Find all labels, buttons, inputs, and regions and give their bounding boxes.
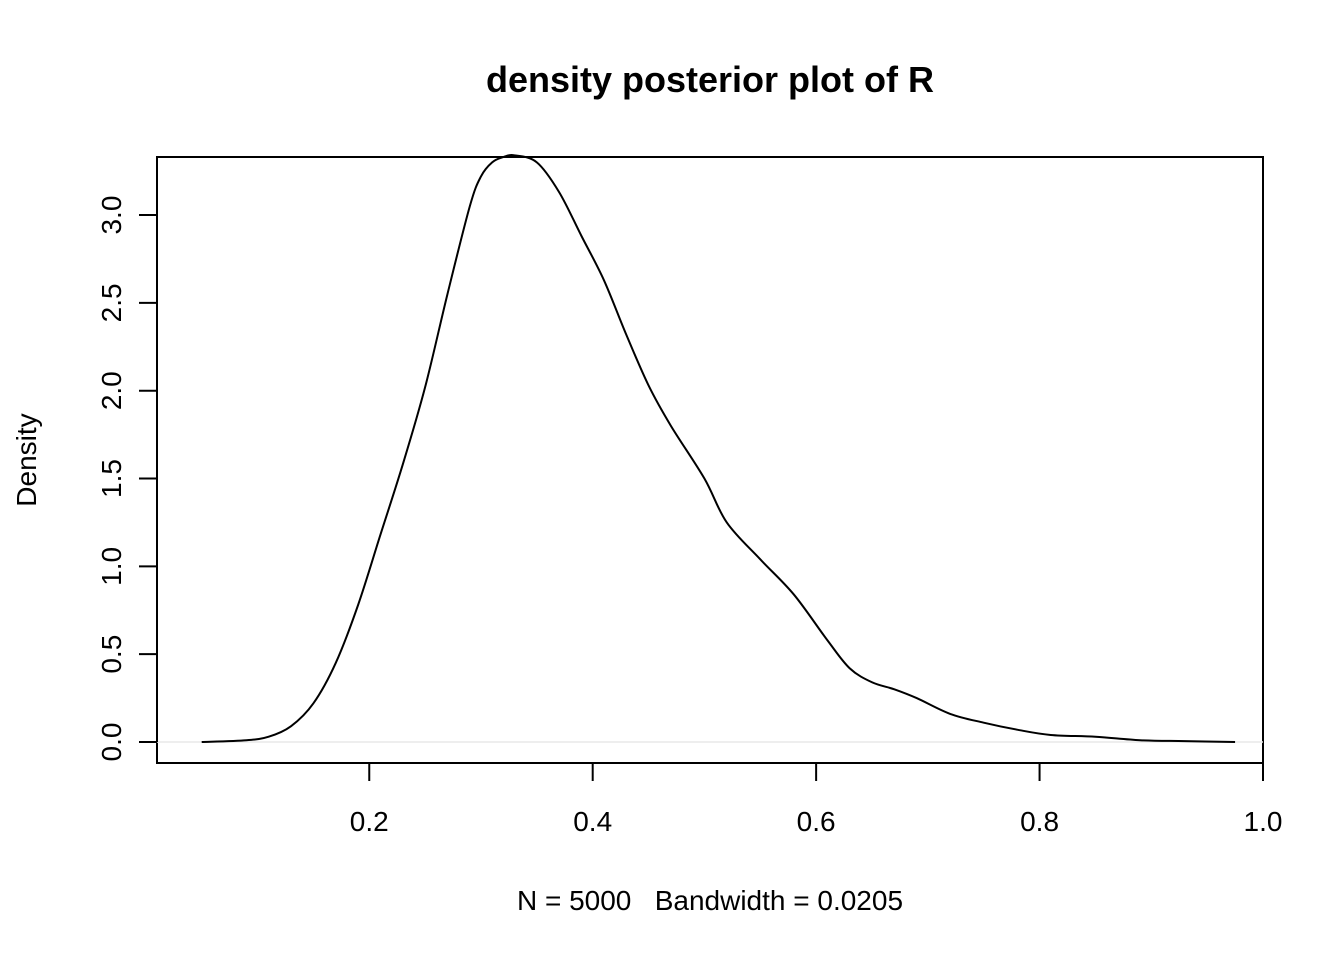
x-axis: 0.2 0.4 0.6 0.8 1.0 [350,762,1283,837]
y-tick-label: 2.5 [96,283,127,322]
x-axis-label: N = 5000 Bandwidth = 0.0205 [517,885,903,916]
plot-area-frame [156,156,1264,764]
x-tick-label: 0.8 [1020,806,1059,837]
chart-title: density posterior plot of R [486,59,934,100]
y-tick-label: 2.0 [96,371,127,410]
x-tick-label: 0.2 [350,806,389,837]
y-tick-label: 1.5 [96,459,127,498]
y-tick-label: 0.5 [96,635,127,674]
y-tick-label: 3.0 [96,196,127,235]
y-tick-label: 1.0 [96,547,127,586]
x-tick-label: 0.6 [797,806,836,837]
y-axis: 0.0 0.5 1.0 1.5 2.0 2.5 3.0 [96,196,158,762]
density-curve [201,154,1236,743]
y-tick-label: 0.0 [96,723,127,762]
y-axis-label: Density [11,413,42,506]
x-tick-label: 1.0 [1244,806,1283,837]
x-tick-label: 0.4 [573,806,612,837]
